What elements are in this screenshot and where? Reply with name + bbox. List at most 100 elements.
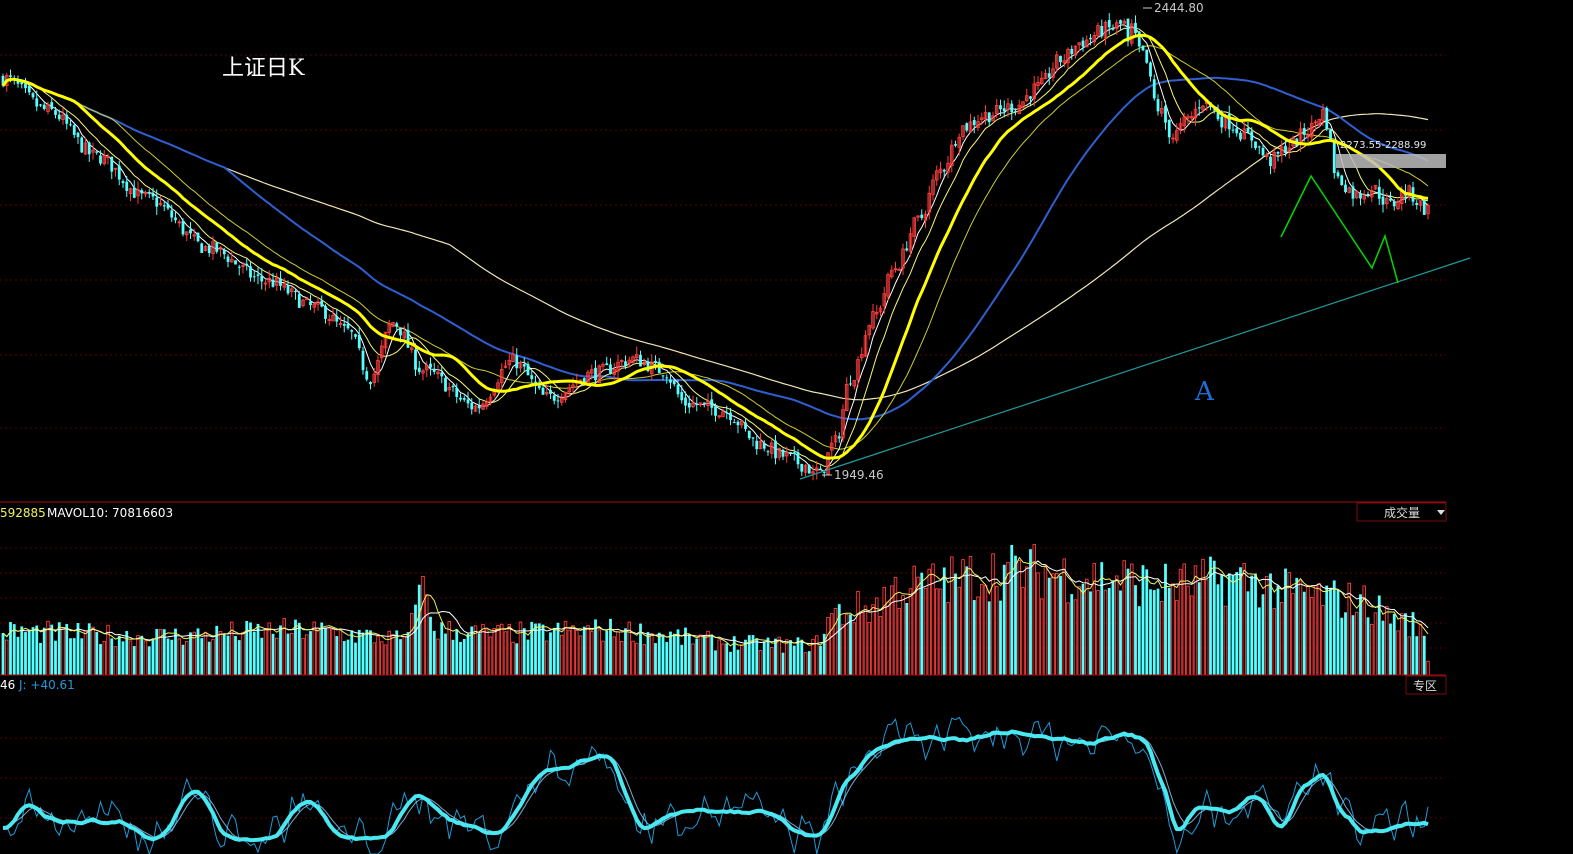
candle <box>1059 55 1062 67</box>
volume-bar <box>777 636 782 676</box>
volume-bar <box>331 628 335 676</box>
candle <box>635 346 639 363</box>
candle-body <box>1014 110 1017 112</box>
volume-bar <box>755 638 759 675</box>
candle-body <box>669 379 672 383</box>
volume-bar <box>942 567 946 675</box>
candle <box>42 101 46 111</box>
candle-body <box>380 345 384 359</box>
candle-body <box>1111 28 1115 30</box>
volume-bar <box>429 616 432 675</box>
candle-body <box>1426 205 1430 215</box>
candle-body <box>758 440 763 450</box>
volume-bar <box>279 625 282 675</box>
volume-bar <box>781 652 785 675</box>
volume-bar <box>50 624 54 675</box>
candle-body <box>1284 145 1287 154</box>
volume-bar <box>65 624 69 675</box>
candle <box>91 142 95 160</box>
candle <box>942 168 946 179</box>
volume-bar <box>878 616 883 676</box>
zone-button[interactable]: 专区 <box>1405 675 1447 695</box>
candle <box>676 379 680 398</box>
volume-bar <box>485 629 489 676</box>
candle <box>740 419 744 429</box>
candle-body <box>912 217 917 237</box>
volume-bar <box>669 631 672 675</box>
candle <box>39 103 42 108</box>
candle <box>54 107 57 119</box>
volume-bar <box>684 627 687 675</box>
peak-marker: 2444.80 <box>1143 1 1204 15</box>
candle-body <box>755 440 759 450</box>
volume-bar <box>1261 594 1265 675</box>
candle-body <box>1152 79 1156 99</box>
volume-bar <box>143 640 148 676</box>
candle-body <box>646 361 650 372</box>
candle-body <box>983 112 988 120</box>
candle-body <box>560 397 564 403</box>
candle-body <box>950 144 954 167</box>
candle <box>714 403 717 422</box>
volume-selector[interactable]: 成交量 <box>1356 502 1447 522</box>
candle-body <box>1212 109 1216 111</box>
candle <box>1257 145 1261 155</box>
chevron-down-icon <box>1437 510 1445 515</box>
volume-bar <box>83 630 88 676</box>
volume-bar <box>938 588 943 676</box>
volume-bar <box>1036 572 1040 676</box>
candle <box>1336 170 1340 179</box>
volume-bar <box>826 616 830 676</box>
candle <box>125 175 129 197</box>
volume-bar <box>987 601 991 675</box>
volume-bar <box>391 633 395 676</box>
volume-bar <box>245 620 249 675</box>
volume-bar <box>402 636 407 676</box>
volume-bar <box>1359 594 1362 675</box>
volume-bar <box>972 600 976 675</box>
candle-body <box>1313 121 1318 124</box>
volume-bar <box>406 632 410 675</box>
candle-body <box>1126 18 1130 42</box>
kdj-k-label: 46 <box>0 678 15 692</box>
candle-body <box>218 247 223 250</box>
candle <box>117 160 121 186</box>
candle <box>1373 184 1378 190</box>
candle <box>563 391 568 403</box>
candle-body <box>76 132 80 138</box>
candle-body <box>425 364 429 371</box>
candle <box>140 188 144 200</box>
candle <box>912 216 917 244</box>
candle-body <box>20 82 24 85</box>
volume-bar <box>822 633 826 675</box>
volume-bar <box>1344 612 1347 675</box>
volume-bar <box>620 640 624 676</box>
candle-body <box>1006 103 1010 111</box>
volume-bar <box>710 634 714 675</box>
volume-bar <box>1134 585 1137 675</box>
mavol5-label: 592885 <box>0 506 46 520</box>
candle <box>1384 192 1389 209</box>
candle <box>207 243 211 257</box>
candle <box>1298 121 1303 152</box>
candle-body <box>549 390 552 394</box>
volume-bar <box>234 636 237 675</box>
candle-body <box>184 231 189 236</box>
candle-body <box>968 121 973 133</box>
volume-bar <box>436 638 440 676</box>
candle <box>845 377 849 412</box>
candle <box>83 137 88 156</box>
volume-bar <box>586 625 590 676</box>
candle-body <box>128 188 133 194</box>
candle-body <box>654 360 657 363</box>
candle-body <box>845 383 849 412</box>
candle-body <box>1047 73 1051 78</box>
candle-body <box>792 452 796 454</box>
candle <box>1010 100 1014 121</box>
candle-body <box>24 83 27 89</box>
candle <box>758 433 763 450</box>
candle-body <box>1036 81 1040 87</box>
candle <box>1254 141 1257 150</box>
volume-bar <box>905 602 909 675</box>
candle <box>459 393 462 402</box>
